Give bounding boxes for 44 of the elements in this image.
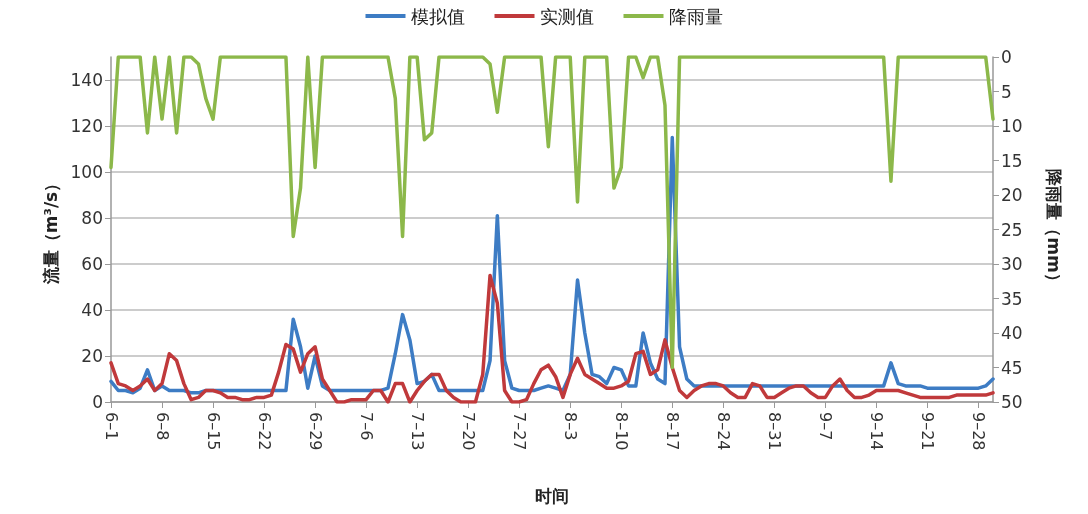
y2-tick-label: 15: [1001, 150, 1023, 171]
x-tick-label: 9–28: [968, 412, 988, 451]
y-tick-label: 20: [81, 346, 103, 366]
x-tick-label: 9–7: [815, 412, 835, 441]
x-tick-label: 8–17: [662, 412, 682, 451]
x-tick-label: 8–10: [611, 412, 631, 451]
x-tick-label: 8–24: [713, 412, 733, 451]
y2-tick-label: 35: [1001, 288, 1023, 309]
y2-tick-label: 50: [1001, 392, 1023, 412]
y2-tick-label: 5: [1001, 81, 1012, 102]
y2-tick-label: 45: [1001, 357, 1023, 378]
y2-tick-label: 20: [1001, 185, 1023, 205]
y-tick-label: 0: [92, 392, 103, 412]
line-series: [109, 55, 995, 370]
legend-label: 实测值: [539, 5, 594, 27]
x-tick-label: 9–14: [866, 412, 886, 451]
x-tick-label: 7–27: [509, 412, 529, 451]
x-axis-title: 时间: [535, 485, 569, 506]
x-tick-label: 8–3: [560, 412, 580, 441]
y2-tick-label: 30: [1001, 254, 1023, 274]
y2-tick-label: 0: [1001, 47, 1012, 67]
legend-label: 模拟值: [410, 5, 465, 27]
x-tick-label: 6–29: [305, 412, 325, 451]
x-tick-label: 9–21: [917, 412, 937, 451]
y-tick-label: 140: [70, 70, 103, 90]
y-tick-label: 100: [70, 162, 103, 182]
y2-axis-title: 降雨量（mm）: [1043, 169, 1064, 290]
x-tick-label: 7–20: [458, 412, 478, 451]
x-tick-label: 7–6: [356, 412, 376, 441]
y-tick-label: 80: [81, 208, 103, 228]
y-tick-label: 40: [81, 300, 103, 320]
y2-tick-label: 10: [1001, 116, 1023, 136]
x-tick-label: 6–8: [152, 412, 172, 441]
legend-label: 降雨量: [668, 5, 723, 27]
y-tick-label: 120: [70, 116, 103, 136]
x-tick-label: 6–1: [101, 412, 121, 441]
x-tick-label: 6–15: [203, 412, 223, 451]
y-tick-label: 60: [81, 254, 103, 274]
x-tick-label: 7–13: [407, 412, 427, 451]
x-tick-label: 6–22: [254, 412, 274, 451]
y2-tick-label: 40: [1001, 323, 1023, 343]
y-axis-title: 流量（m³/s）: [40, 174, 61, 286]
y2-tick-label: 25: [1001, 219, 1023, 240]
x-tick-label: 8–31: [764, 412, 784, 451]
